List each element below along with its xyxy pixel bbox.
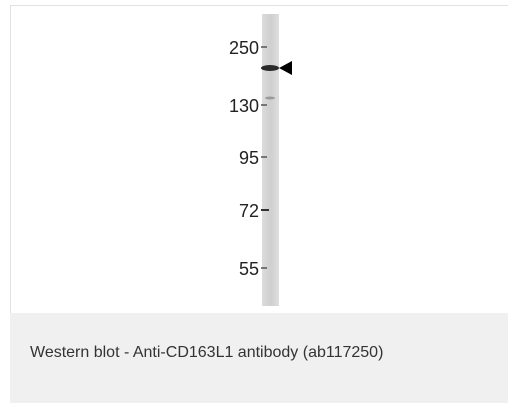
- band: [261, 65, 279, 71]
- blot-image-frame: 250 130 95 72 55: [10, 5, 508, 313]
- caption: Western blot - Anti-CD163L1 antibody (ab…: [30, 344, 383, 362]
- marker-label: 55: [239, 259, 259, 279]
- marker-label: 95: [239, 148, 259, 168]
- lane: [262, 14, 279, 306]
- marker-label: 250: [229, 38, 259, 58]
- blot-image: 250 130 95 72 55: [11, 6, 508, 313]
- page: 250 130 95 72 55 Western blot - Anti-CD1…: [0, 0, 508, 403]
- faint-band: [265, 97, 275, 100]
- arrowhead: [279, 61, 292, 75]
- marker-label: 72: [239, 201, 259, 221]
- marker-label: 130: [229, 96, 259, 116]
- caption-box: Western blot - Anti-CD163L1 antibody (ab…: [10, 313, 508, 403]
